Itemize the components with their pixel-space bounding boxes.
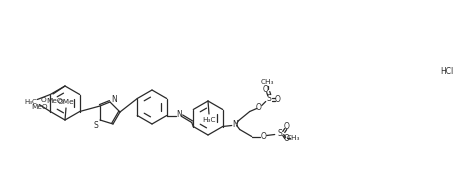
Text: O: O bbox=[263, 85, 269, 94]
Text: N: N bbox=[232, 120, 238, 129]
Text: N: N bbox=[111, 95, 117, 104]
Text: H₃C: H₃C bbox=[202, 117, 216, 123]
Text: OMe: OMe bbox=[58, 99, 74, 105]
Text: CH₃: CH₃ bbox=[261, 79, 275, 84]
Text: MeO: MeO bbox=[47, 98, 64, 104]
Text: HCl: HCl bbox=[440, 67, 453, 77]
Text: S: S bbox=[277, 129, 282, 138]
Text: CH₃: CH₃ bbox=[287, 134, 300, 140]
Text: S: S bbox=[93, 121, 99, 130]
Text: O: O bbox=[261, 132, 267, 141]
Text: O: O bbox=[40, 98, 46, 104]
Text: MeO: MeO bbox=[31, 104, 48, 110]
Text: O: O bbox=[256, 103, 262, 112]
Text: H₃C: H₃C bbox=[24, 99, 36, 105]
Text: N: N bbox=[176, 110, 182, 119]
Text: O: O bbox=[284, 134, 290, 143]
Text: S: S bbox=[266, 94, 271, 103]
Text: O: O bbox=[284, 122, 290, 131]
Text: O: O bbox=[275, 95, 281, 104]
